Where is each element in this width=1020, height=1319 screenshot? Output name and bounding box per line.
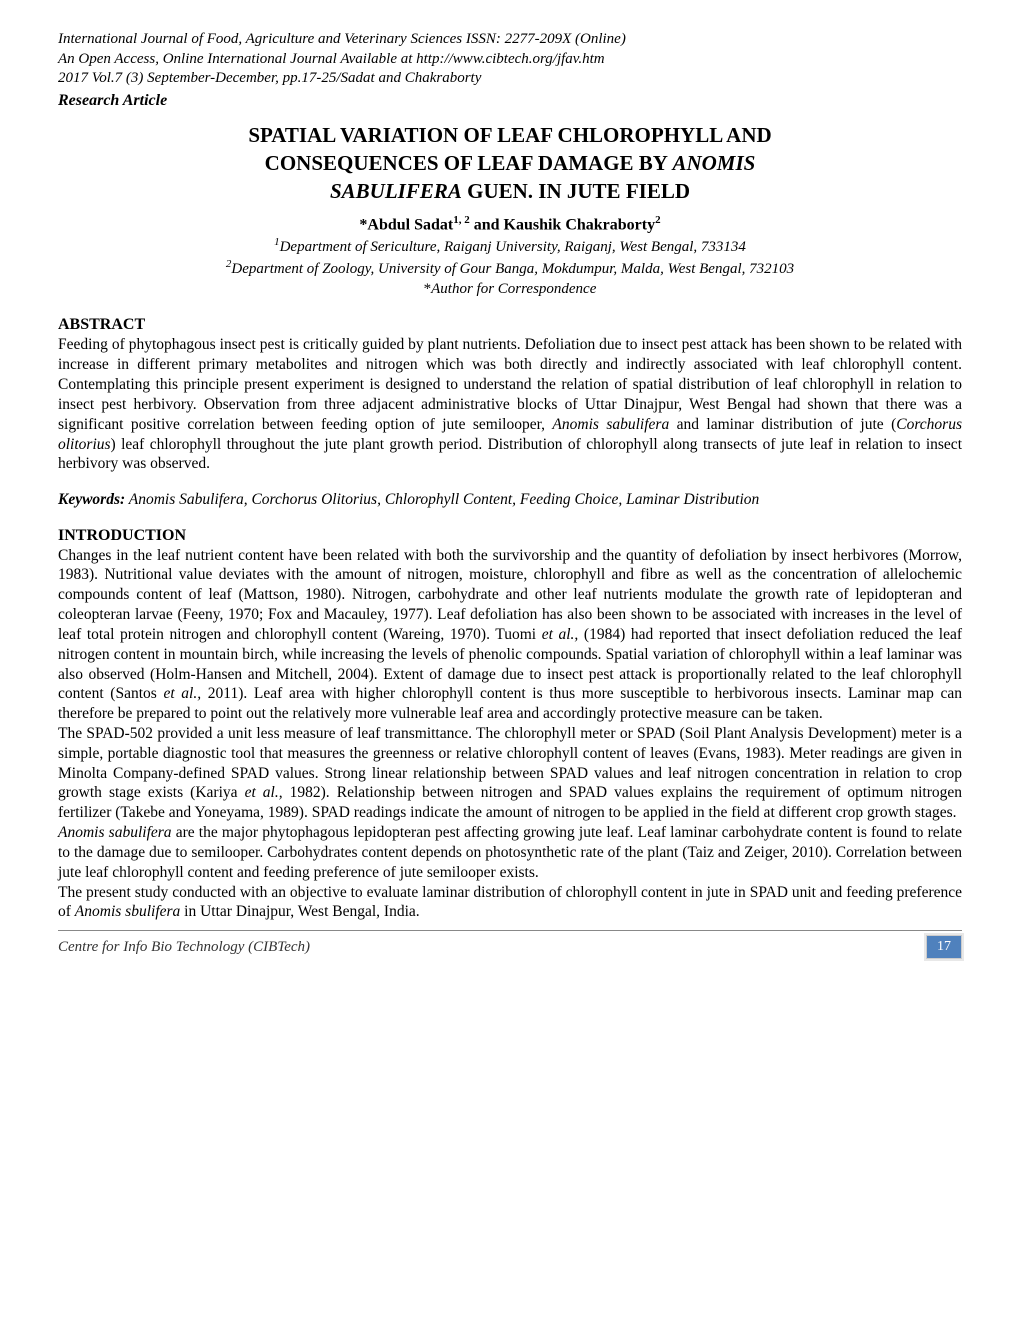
introduction-p1: Changes in the leaf nutrient content hav… xyxy=(58,546,962,724)
author1: *Abdul Sadat xyxy=(359,216,453,233)
intro-p4-text-2: in Uttar Dinajpur, West Bengal, India. xyxy=(180,903,419,920)
abstract-text-2: and laminar distribution of jute ( xyxy=(669,416,896,433)
title-line2-prefix: CONSEQUENCES OF LEAF DAMAGE BY xyxy=(265,151,673,175)
volume-line: 2017 Vol.7 (3) September-December, pp.17… xyxy=(58,69,962,89)
access-line: An Open Access, Online International Jou… xyxy=(58,50,962,70)
introduction-p2: The SPAD-502 provided a unit less measur… xyxy=(58,724,962,823)
footer-org: Centre for Info Bio Technology (CIBTech) xyxy=(58,938,310,957)
intro-p3-italic-1: Anomis sabulifera xyxy=(58,824,172,841)
footer: Centre for Info Bio Technology (CIBTech)… xyxy=(58,930,962,959)
title-line2-italic: ANOMIS xyxy=(672,151,755,175)
introduction-heading: INTRODUCTION xyxy=(58,526,962,546)
abstract-text-3: ) leaf chlorophyll throughout the jute p… xyxy=(58,436,962,473)
keywords: Keywords: Anomis Sabulifera, Corchorus O… xyxy=(58,490,962,509)
page-number: 17 xyxy=(926,935,962,959)
article-type: Research Article xyxy=(58,91,962,111)
paper-title: SPATIAL VARIATION OF LEAF CHLOROPHYLL AN… xyxy=(58,121,962,206)
affiliation-2: 2Department of Zoology, University of Go… xyxy=(58,257,962,280)
abstract-body: Feeding of phytophagous insect pest is c… xyxy=(58,335,962,474)
intro-p2-italic-1: et al., xyxy=(245,784,283,801)
introduction-p4: The present study conducted with an obje… xyxy=(58,883,962,923)
abstract-heading: ABSTRACT xyxy=(58,315,962,335)
intro-p3-text-1: are the major phytophagous lepidopteran … xyxy=(58,824,962,881)
title-line3-italic: SABULIFERA xyxy=(330,179,462,203)
correspondence: **Author for CorrespondenceAuthor for Co… xyxy=(58,280,962,300)
aff2-text: Department of Zoology, University of Gou… xyxy=(231,261,794,277)
intro-p4-italic-1: Anomis sbulifera xyxy=(75,903,181,920)
abstract-italic-1: Anomis sabulifera xyxy=(552,416,669,433)
introduction-p3: Anomis sabulifera are the major phytopha… xyxy=(58,823,962,882)
aff1-text: Department of Sericulture, Raiganj Unive… xyxy=(280,239,746,255)
authors: *Abdul Sadat1, 2 and Kaushik Chakraborty… xyxy=(58,214,962,235)
keywords-label: Keywords: xyxy=(58,491,125,508)
affiliation-1: 1Department of Sericulture, Raiganj Univ… xyxy=(58,235,962,258)
author1-sup: 1, 2 xyxy=(453,214,470,226)
author2-sup: 2 xyxy=(655,214,661,226)
author-connector: and Kaushik Chakraborty xyxy=(470,216,655,233)
title-line3-suffix: GUEN. IN JUTE FIELD xyxy=(462,179,690,203)
keywords-text: Anomis Sabulifera, Corchorus Olitorius, … xyxy=(125,491,759,508)
title-line1: SPATIAL VARIATION OF LEAF CHLOROPHYLL AN… xyxy=(248,123,771,147)
intro-p1-italic-2: et al., xyxy=(163,685,201,702)
intro-p1-italic-1: et al., xyxy=(542,626,579,643)
journal-line: International Journal of Food, Agricultu… xyxy=(58,30,962,50)
